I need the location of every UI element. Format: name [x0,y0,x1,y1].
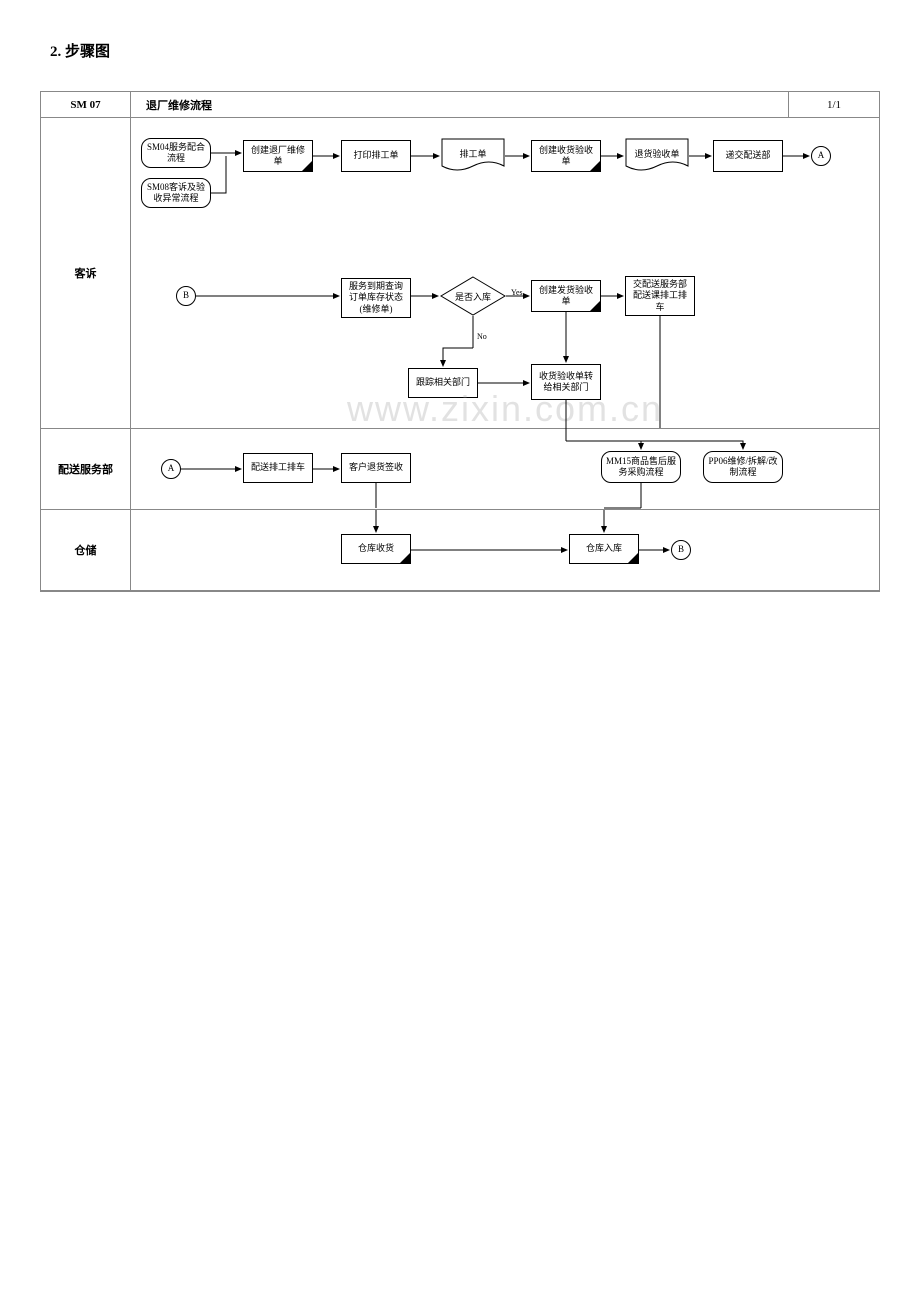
node-dispatch-schedule: 配送排工排车 [243,453,313,483]
node-mm15: MM15商品售后服务采购流程 [601,451,681,483]
node-return-receipt-doc: 退货验收单 [625,138,689,174]
node-query-stock: 服务到期查询订单库存状态(维修单) [341,278,411,318]
lane-delivery-dept: 配送服务部 A 配送排工排车 客户退货签收 MM15商品售后服务采购流程 PP0… [41,429,879,510]
node-track-dept: 跟踪相关部门 [408,368,478,398]
lane-warehouse: 仓储 仓库收货 仓库入库 B [41,510,879,591]
node-create-return: 创建退厂维修单 [243,140,313,172]
lane-label: 仓储 [41,510,131,590]
edge-label-yes: Yes [511,288,523,297]
node-create-ship: 创建发货验收单 [531,280,601,312]
node-print-order: 打印排工单 [341,140,411,172]
lane-customer-complaint: 客诉 SM04服务配合流程 SM08客诉及验收异常流程 创建退厂维修单 打印排工… [41,118,879,429]
node-warehouse-receive: 仓库收货 [341,534,411,564]
connector-b: B [176,286,196,306]
flow-diagram: SM 07 退厂维修流程 1/1 客诉 SM04服务配合流程 SM08客诉及验收… [40,91,880,592]
section-title: 2. 步骤图 [40,40,880,61]
node-deliver-to-dispatch: 递交配送部 [713,140,783,172]
node-decision-instock: 是否入库 [440,276,506,316]
lane-label: 配送服务部 [41,429,131,509]
node-forward-receipt: 收货验收单转给相关部门 [531,364,601,400]
connector-a1: A [811,146,831,166]
header-page: 1/1 [789,92,879,117]
node-sm08: SM08客诉及验收异常流程 [141,178,211,208]
node-customer-sign: 客户退货签收 [341,453,411,483]
edge-label-no: No [477,332,487,341]
node-pp06: PP06维修/拆解/改制流程 [703,451,783,483]
header-title: 退厂维修流程 [131,92,789,117]
node-create-receipt: 创建收货验收单 [531,140,601,172]
node-dispatch-doc: 排工单 [441,138,505,174]
watermark: www.zixin.com.cn [347,388,663,430]
diagram-header: SM 07 退厂维修流程 1/1 [41,92,879,118]
connector-a2: A [161,459,181,479]
connector-b2: B [671,540,691,560]
node-sm04: SM04服务配合流程 [141,138,211,168]
node-to-dispatch-dept: 交配送服务部配送课排工排车 [625,276,695,316]
header-code: SM 07 [41,92,131,117]
node-warehouse-instock: 仓库入库 [569,534,639,564]
lane-label: 客诉 [41,118,131,428]
